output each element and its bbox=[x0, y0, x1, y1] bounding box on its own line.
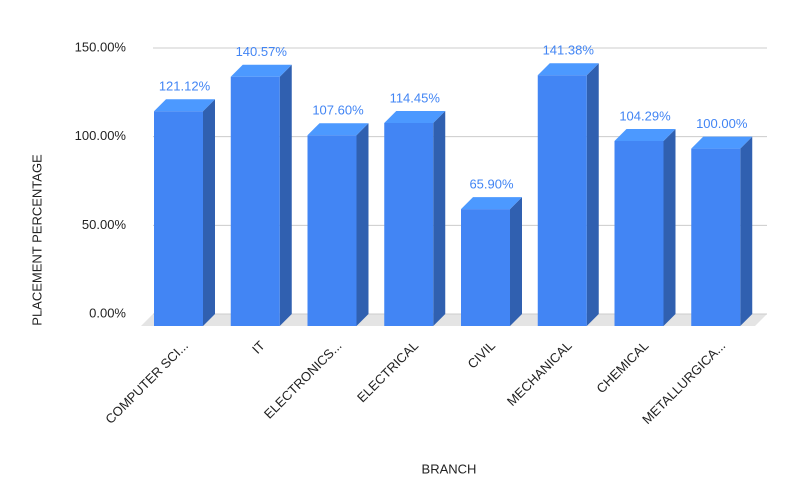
bar-top bbox=[537, 63, 599, 76]
bar-side bbox=[586, 63, 599, 326]
bar-top bbox=[307, 123, 369, 136]
floor bbox=[141, 314, 767, 326]
bar-front bbox=[537, 75, 587, 326]
bar-side bbox=[740, 136, 753, 326]
bar-side bbox=[433, 111, 446, 327]
bar-front bbox=[384, 123, 434, 327]
bar-top bbox=[154, 99, 215, 112]
bar-side bbox=[663, 129, 676, 326]
bar bbox=[691, 136, 753, 326]
value-label: 100.00% bbox=[696, 116, 748, 131]
bar-side bbox=[279, 64, 292, 326]
bar-front bbox=[307, 135, 357, 326]
bar-front bbox=[614, 141, 664, 326]
bar-front bbox=[691, 148, 741, 326]
bar bbox=[614, 129, 676, 326]
bar-side bbox=[203, 99, 215, 326]
value-label: 107.60% bbox=[312, 103, 364, 118]
bar-front bbox=[230, 76, 280, 326]
x-axis-label: BRANCH bbox=[422, 461, 477, 476]
bar-front bbox=[154, 111, 203, 326]
bar bbox=[230, 64, 292, 326]
bar-top bbox=[614, 129, 676, 142]
x-tick-label: CIVIL bbox=[464, 338, 498, 372]
y-axis-label: PLACEMENT PERCENTAGE bbox=[29, 154, 44, 326]
bar-top bbox=[384, 111, 446, 124]
x-tick-label: ELECTRONICS... bbox=[261, 338, 345, 422]
bar bbox=[154, 99, 215, 326]
value-label: 141.38% bbox=[543, 43, 595, 58]
bar-side bbox=[356, 123, 369, 326]
bar bbox=[537, 63, 599, 326]
x-tick-label: ELECTRICAL bbox=[354, 338, 421, 405]
bar-top bbox=[230, 64, 292, 77]
value-label: 140.57% bbox=[236, 44, 288, 59]
y-tick-label: 100.00% bbox=[75, 128, 127, 143]
y-tick-label: 0.00% bbox=[89, 305, 126, 320]
bar bbox=[461, 197, 522, 326]
bar-side bbox=[510, 197, 522, 326]
x-tick-label: IT bbox=[249, 338, 268, 357]
x-tick-label: MECHANICAL bbox=[504, 338, 575, 409]
bar bbox=[384, 111, 446, 327]
bar bbox=[307, 123, 369, 326]
y-tick-label: 50.00% bbox=[82, 217, 127, 232]
bar-top bbox=[461, 197, 522, 210]
value-label: 121.12% bbox=[159, 79, 211, 94]
value-label: 65.90% bbox=[469, 177, 514, 192]
bar-front bbox=[461, 209, 510, 326]
x-tick-label: METALLURGICA... bbox=[639, 338, 728, 427]
value-label: 114.45% bbox=[390, 90, 441, 105]
bar-top bbox=[691, 136, 753, 149]
value-label: 104.29% bbox=[619, 108, 671, 123]
y-tick-label: 150.00% bbox=[75, 39, 127, 54]
x-tick-label: CHEMICAL bbox=[593, 338, 651, 396]
x-tick-label: COMPUTER SCI... bbox=[102, 338, 191, 427]
